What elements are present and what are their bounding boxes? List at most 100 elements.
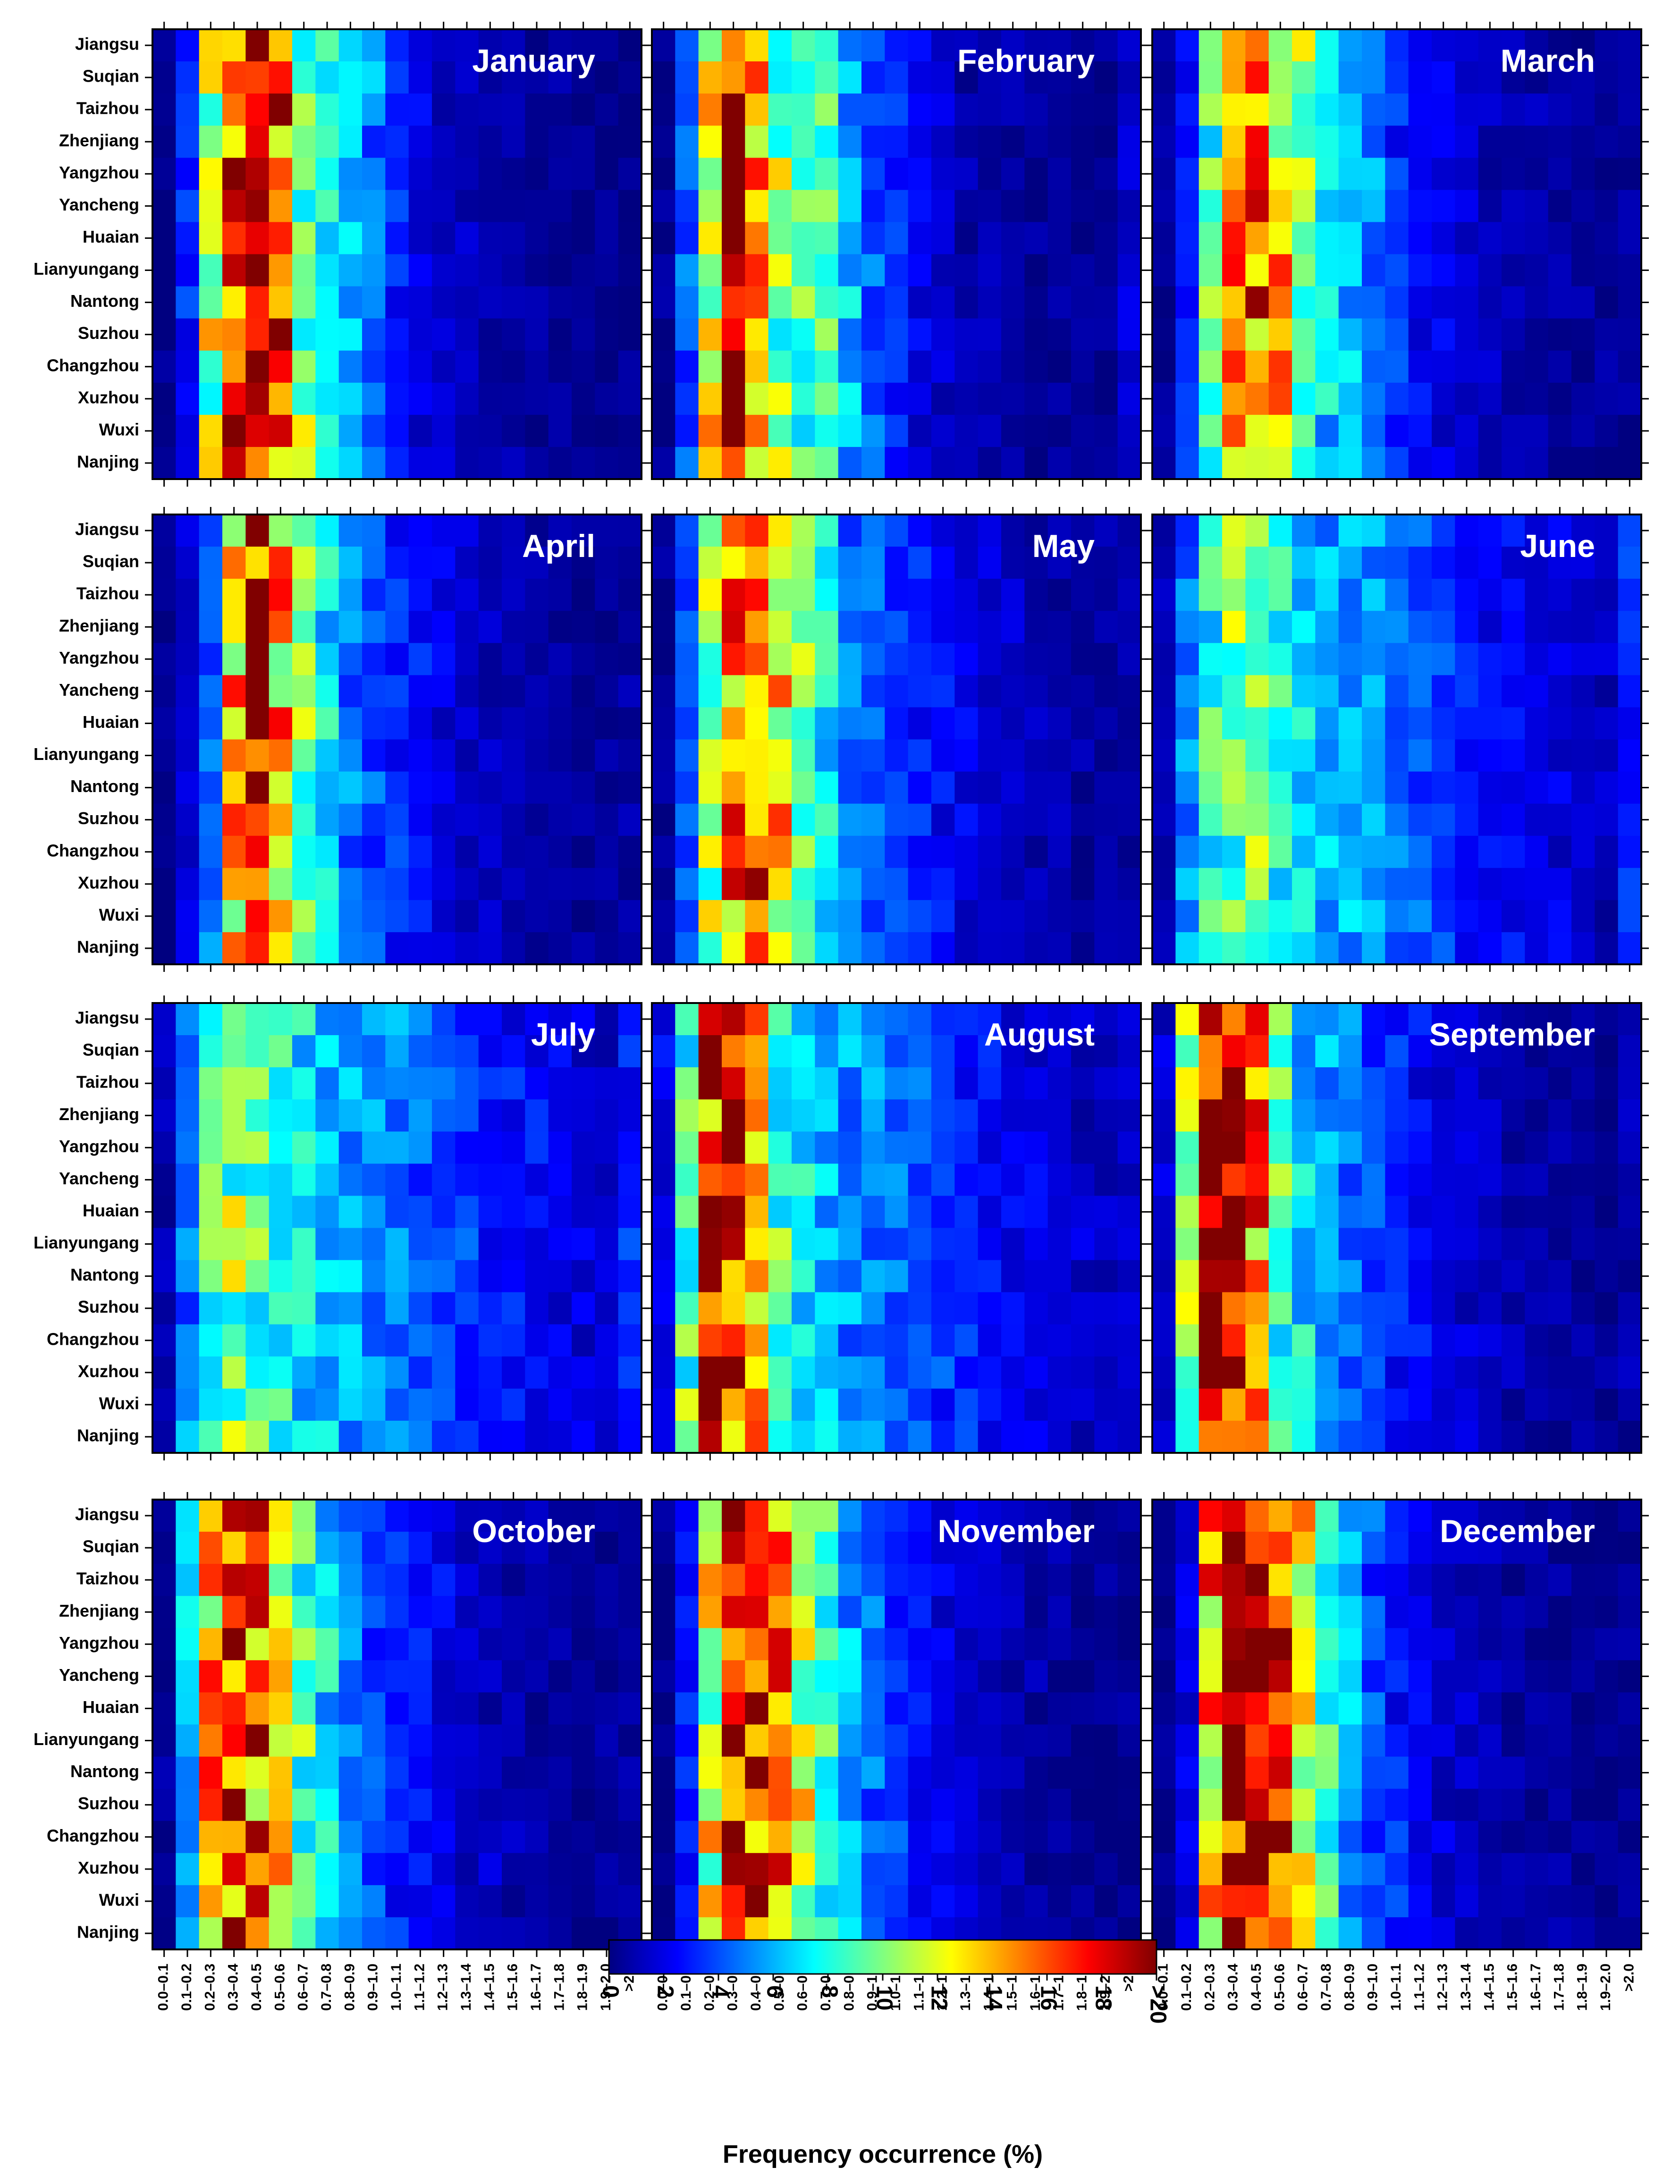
heat-cell [885,222,909,255]
heat-cell [595,1324,619,1357]
heat-cell [1117,900,1141,933]
heat-cell [1432,318,1455,351]
heat-cell [292,158,316,190]
heat-cell [1001,1260,1025,1293]
column-label: 1.7–1.8 [1551,1964,1567,2011]
heat-cell [815,514,839,547]
heat-cell [152,158,176,190]
heat-cell [525,190,549,223]
heat-cell [1432,414,1455,447]
heat-cell [222,382,246,415]
heat-cell [338,643,363,675]
heat-cell [548,1532,572,1564]
heat-cell [1047,1067,1072,1100]
heat-cell [768,222,792,255]
heat-cell [525,675,549,708]
heat-cell [1478,382,1502,415]
heat-cell [675,1388,699,1421]
heat-cell [572,254,595,287]
heat-cell [1548,1131,1572,1164]
heat-cell [675,1035,699,1068]
heat-cell [478,222,502,255]
panel-august: August [644,995,1148,1460]
heat-cell [176,547,200,579]
heat-cell [1175,1067,1199,1100]
heat-cell [1268,1324,1292,1357]
heat-cell [595,1131,619,1164]
heat-cell [362,1885,386,1918]
heat-cell [1571,932,1595,965]
heat-cell [1571,1388,1595,1421]
heat-cell [199,1885,223,1918]
heat-cell [525,1885,549,1918]
heat-cell [1362,547,1385,579]
heat-cell [245,1917,270,1950]
heat-cell [1595,547,1619,579]
heat-cell [1478,1756,1502,1789]
heat-cell [176,1853,200,1886]
heat-cell [698,932,722,965]
heat-cell [838,1035,862,1068]
heat-cell [199,739,223,772]
heat-cell [338,1388,363,1421]
heat-cell [245,1388,270,1421]
heat-cell [292,771,316,804]
heat-cell [1024,447,1048,480]
heat-cell [1222,1500,1246,1532]
heat-cell [618,771,642,804]
heat-cell [1571,868,1595,901]
heat-cell [1432,382,1455,415]
heat-cell [1175,382,1199,415]
heat-cell [1548,1628,1572,1661]
heat-cell [408,579,432,611]
heat-cell [595,1885,619,1918]
heat-cell [931,1628,955,1661]
heat-cell [954,1131,979,1164]
heat-cell [1408,382,1432,415]
heat-cell [768,611,792,643]
heat-cell [338,835,363,869]
heat-cell [1571,1099,1595,1132]
heat-cell [1292,350,1316,383]
heat-cell [1199,1532,1223,1564]
heat-cell [176,835,200,869]
heat-cell [502,1564,525,1596]
heat-cell [1152,932,1176,965]
heat-cell [152,514,176,547]
heat-cell [1385,1131,1409,1164]
heat-cell [978,900,1002,933]
heat-cell [1222,803,1246,836]
heat-cell [1175,1324,1199,1357]
heat-cell [199,868,223,901]
heat-cell [338,514,363,547]
heat-cell [1245,286,1269,319]
heat-cell [815,447,839,480]
heat-cell [572,1692,595,1725]
heat-cell [1094,93,1118,126]
heat-cell [1117,771,1141,804]
heat-cell [1385,1853,1409,1886]
heat-cell [861,739,885,772]
heat-cell [1595,382,1619,415]
heat-cell [1117,1788,1141,1821]
heat-cell [1199,771,1223,804]
heat-cell [1117,1532,1141,1564]
heat-cell [245,1724,270,1757]
heat-cell [1385,675,1409,708]
heat-cell [1548,739,1572,772]
heat-cell [269,29,293,62]
heat-cell [595,1821,619,1854]
heat-cell [861,1853,885,1886]
heat-cell [1047,1532,1072,1564]
heat-cell [408,739,432,772]
heat-cell [1268,190,1292,223]
heat-cell [1199,1756,1223,1789]
heat-cell [1222,1917,1246,1950]
heat-cell [595,1628,619,1661]
heat-cell [1152,1853,1176,1886]
heat-cell [176,739,200,772]
heat-cell [222,29,246,62]
heat-cell [652,222,675,255]
heat-cell [572,1324,595,1357]
heat-cell [1595,29,1619,62]
